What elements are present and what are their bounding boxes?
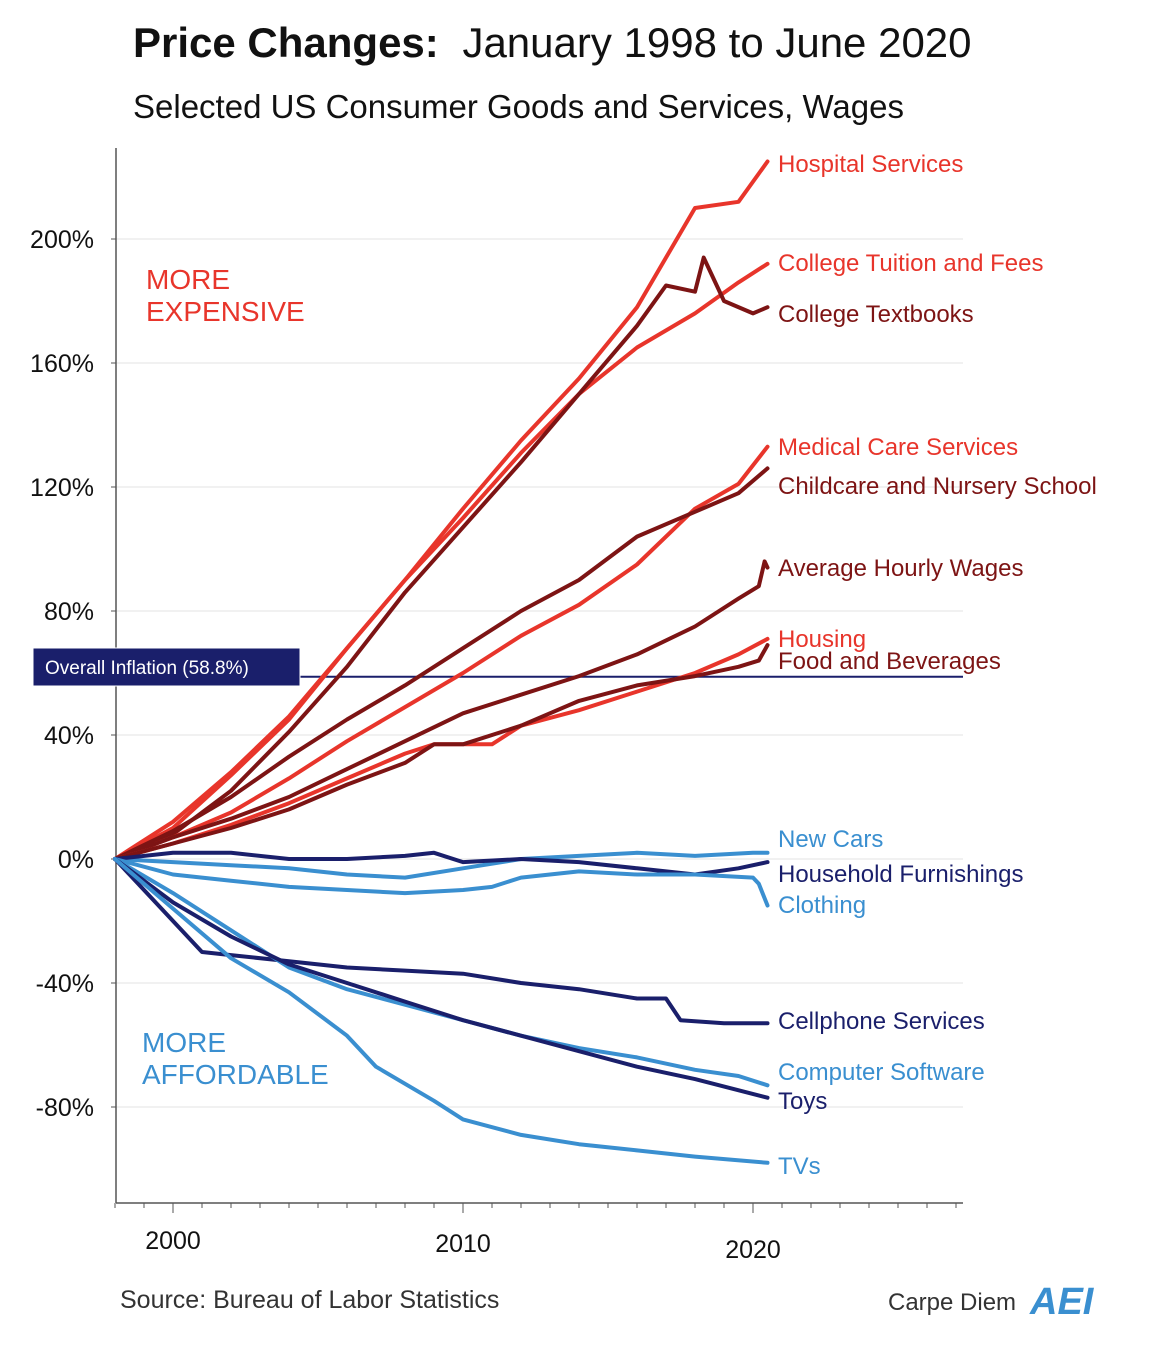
y-tick-label-80: -80% xyxy=(36,1094,94,1122)
overall-inflation-label: Overall Inflation (58.8%) xyxy=(45,658,249,679)
y-tick-label-0: 0% xyxy=(58,846,94,874)
series-label-tvs: TVs xyxy=(778,1153,821,1180)
y-tick-label-40: 40% xyxy=(44,722,94,750)
x-tick-label-2000: 2000 xyxy=(145,1227,201,1255)
series-label-clothing: Clothing xyxy=(778,892,866,919)
overall-inflation-label-box xyxy=(32,647,301,687)
series-label-average-hourly-wages: Average Hourly Wages xyxy=(778,555,1023,582)
series-label-computer-software: Computer Software xyxy=(778,1059,985,1086)
x-tick-label-2010: 2010 xyxy=(435,1230,491,1258)
series-line-food-and-beverages xyxy=(113,643,770,861)
series-line-cellphone-services xyxy=(113,857,770,1026)
axes: 200% 160% 120% 80% 40% 0% -40% -80% 2000 2010 2020 xyxy=(30,148,963,1264)
region-label-more-affordable: MORE AFFORDABLE xyxy=(142,1027,329,1090)
chart-title: Price Changes: January 1998 to June 2020 xyxy=(133,19,972,66)
brand-name: Carpe Diem xyxy=(888,1289,1016,1316)
series-labels: Hospital Services College Tuition and Fee… xyxy=(778,151,1097,1180)
series-line-clothing xyxy=(113,857,770,908)
series-line-tvs xyxy=(113,857,770,1165)
series-line-college-tuition-and-fees xyxy=(113,261,770,861)
series-line-college-textbooks xyxy=(113,255,770,861)
series-label-medical-care-services: Medical Care Services xyxy=(778,434,1018,461)
series-line-average-hourly-wages xyxy=(113,559,770,861)
series-label-hospital-services: Hospital Services xyxy=(778,151,963,178)
series-label-toys: Toys xyxy=(778,1088,827,1115)
series-label-college-textbooks: College Textbooks xyxy=(778,301,974,328)
series-line-medical-care-services xyxy=(113,444,770,861)
series-label-childcare-and-nursery-school: Childcare and Nursery School xyxy=(778,473,1097,500)
series-line-new-cars xyxy=(113,850,770,880)
series-label-housing: Housing xyxy=(778,626,866,653)
series-lines xyxy=(113,159,770,1165)
series-label-cellphone-services: Cellphone Services xyxy=(778,1008,985,1035)
x-tick-label-2020: 2020 xyxy=(725,1236,781,1264)
y-tick-label-40: -40% xyxy=(36,970,94,998)
y-tick-label-200: 200% xyxy=(30,226,94,254)
series-label-household-furnishings: Household Furnishings xyxy=(778,861,1023,888)
series-line-hospital-services xyxy=(113,159,770,861)
chart-subtitle: Selected US Consumer Goods and Services,… xyxy=(133,88,904,125)
region-labels: MORE EXPENSIVE MORE AFFORDABLE xyxy=(142,264,329,1090)
series-label-food-and-beverages: Food and Beverages xyxy=(778,648,1001,675)
series-label-college-tuition-and-fees: College Tuition and Fees xyxy=(778,250,1044,277)
aei-logo: AEI xyxy=(1029,1281,1095,1323)
overall-inflation-reference: Overall Inflation (58.8%) xyxy=(32,647,963,687)
series-line-toys xyxy=(113,857,770,1100)
region-label-more-expensive: MORE EXPENSIVE xyxy=(146,264,305,327)
y-tick-label-120: 120% xyxy=(30,474,94,502)
chart-title-rest: January 1998 to June 2020 xyxy=(462,19,971,66)
y-tick-label-80: 80% xyxy=(44,598,94,626)
chart-title-bold: Price Changes: xyxy=(133,19,439,66)
series-label-new-cars: New Cars xyxy=(778,826,883,853)
y-tick-label-160: 160% xyxy=(30,350,94,378)
source-note: Source: Bureau of Labor Statistics xyxy=(120,1286,499,1314)
series-line-childcare-and-nursery-school xyxy=(113,466,770,861)
